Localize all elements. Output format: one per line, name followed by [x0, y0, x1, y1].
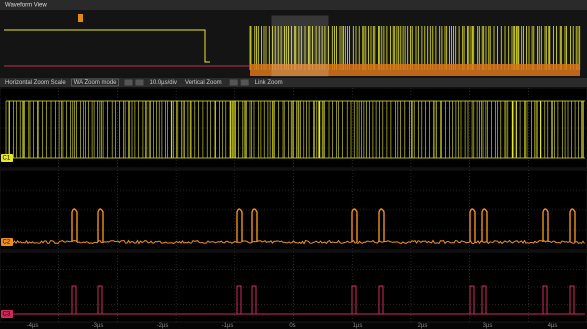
ch3-pulse [569, 285, 575, 314]
zoom-box [271, 15, 329, 77]
channel-label[interactable]: C1 [3, 156, 11, 162]
ch3-pulse [251, 285, 257, 314]
ch1-trace [5, 101, 584, 158]
toolbar-label: Horizontal Zoom Scale [5, 80, 66, 86]
ch3-pulse [71, 285, 77, 314]
overview-trace [4, 29, 210, 63]
toolbar-button[interactable] [240, 79, 249, 86]
x-tick-label: 4µs [548, 323, 558, 329]
ch2-pulse [542, 208, 549, 242]
x-tick-label: -2µs [157, 323, 169, 329]
toolbar-label: Link Zoom [255, 80, 283, 86]
overview-marker [78, 14, 83, 22]
ch3-pulse [236, 285, 242, 314]
ch2-pulse [236, 208, 243, 242]
overview-band [250, 64, 580, 76]
ch2-pulse [97, 208, 104, 242]
ch2-pulse [378, 208, 385, 242]
x-tick-label: -3µs [92, 323, 104, 329]
ch2-pulse [351, 208, 358, 242]
title-bar [0, 0, 587, 10]
ch3-pulse [469, 285, 475, 314]
ch3-pulse [351, 285, 357, 314]
ch2-trace [3, 239, 585, 245]
ch2-pulse [481, 208, 488, 242]
x-tick-label: 1µs [353, 323, 363, 329]
channel-badge[interactable] [1, 310, 13, 318]
channel-label[interactable]: C3 [3, 312, 11, 318]
toolbar [0, 78, 587, 87]
x-tick-label: 2µs [418, 323, 428, 329]
toolbar-button[interactable] [124, 79, 133, 86]
ch2-pulse [469, 208, 476, 242]
ch3-pulse [378, 285, 384, 314]
ch3-pulse [97, 285, 103, 314]
ch2-pulse [251, 208, 258, 242]
ch2-pulse [569, 208, 576, 242]
toolbar-field[interactable] [71, 78, 119, 87]
toolbar-label: Vertical Zoom [185, 80, 222, 86]
channel-badge[interactable] [1, 154, 13, 162]
x-tick-label: 0s [289, 323, 295, 329]
x-tick-label: -4µs [27, 323, 39, 329]
overview-burst [249, 26, 581, 70]
x-tick-label: -1µs [222, 323, 234, 329]
ch3-pulse [481, 285, 487, 314]
ch2-pulse [71, 208, 78, 242]
toolbar-label: 10.0µs/div [150, 80, 177, 86]
toolbar-button[interactable] [135, 79, 144, 86]
ch3-pulse [542, 285, 548, 314]
x-tick-label: 3µs [483, 323, 493, 329]
window-title: Waveform View [5, 3, 47, 9]
channel-label[interactable]: C2 [3, 240, 11, 246]
toolbar-label[interactable]: WA Zoom mode [74, 80, 117, 86]
toolbar-button[interactable] [229, 79, 238, 86]
channel-badge[interactable] [1, 238, 13, 246]
